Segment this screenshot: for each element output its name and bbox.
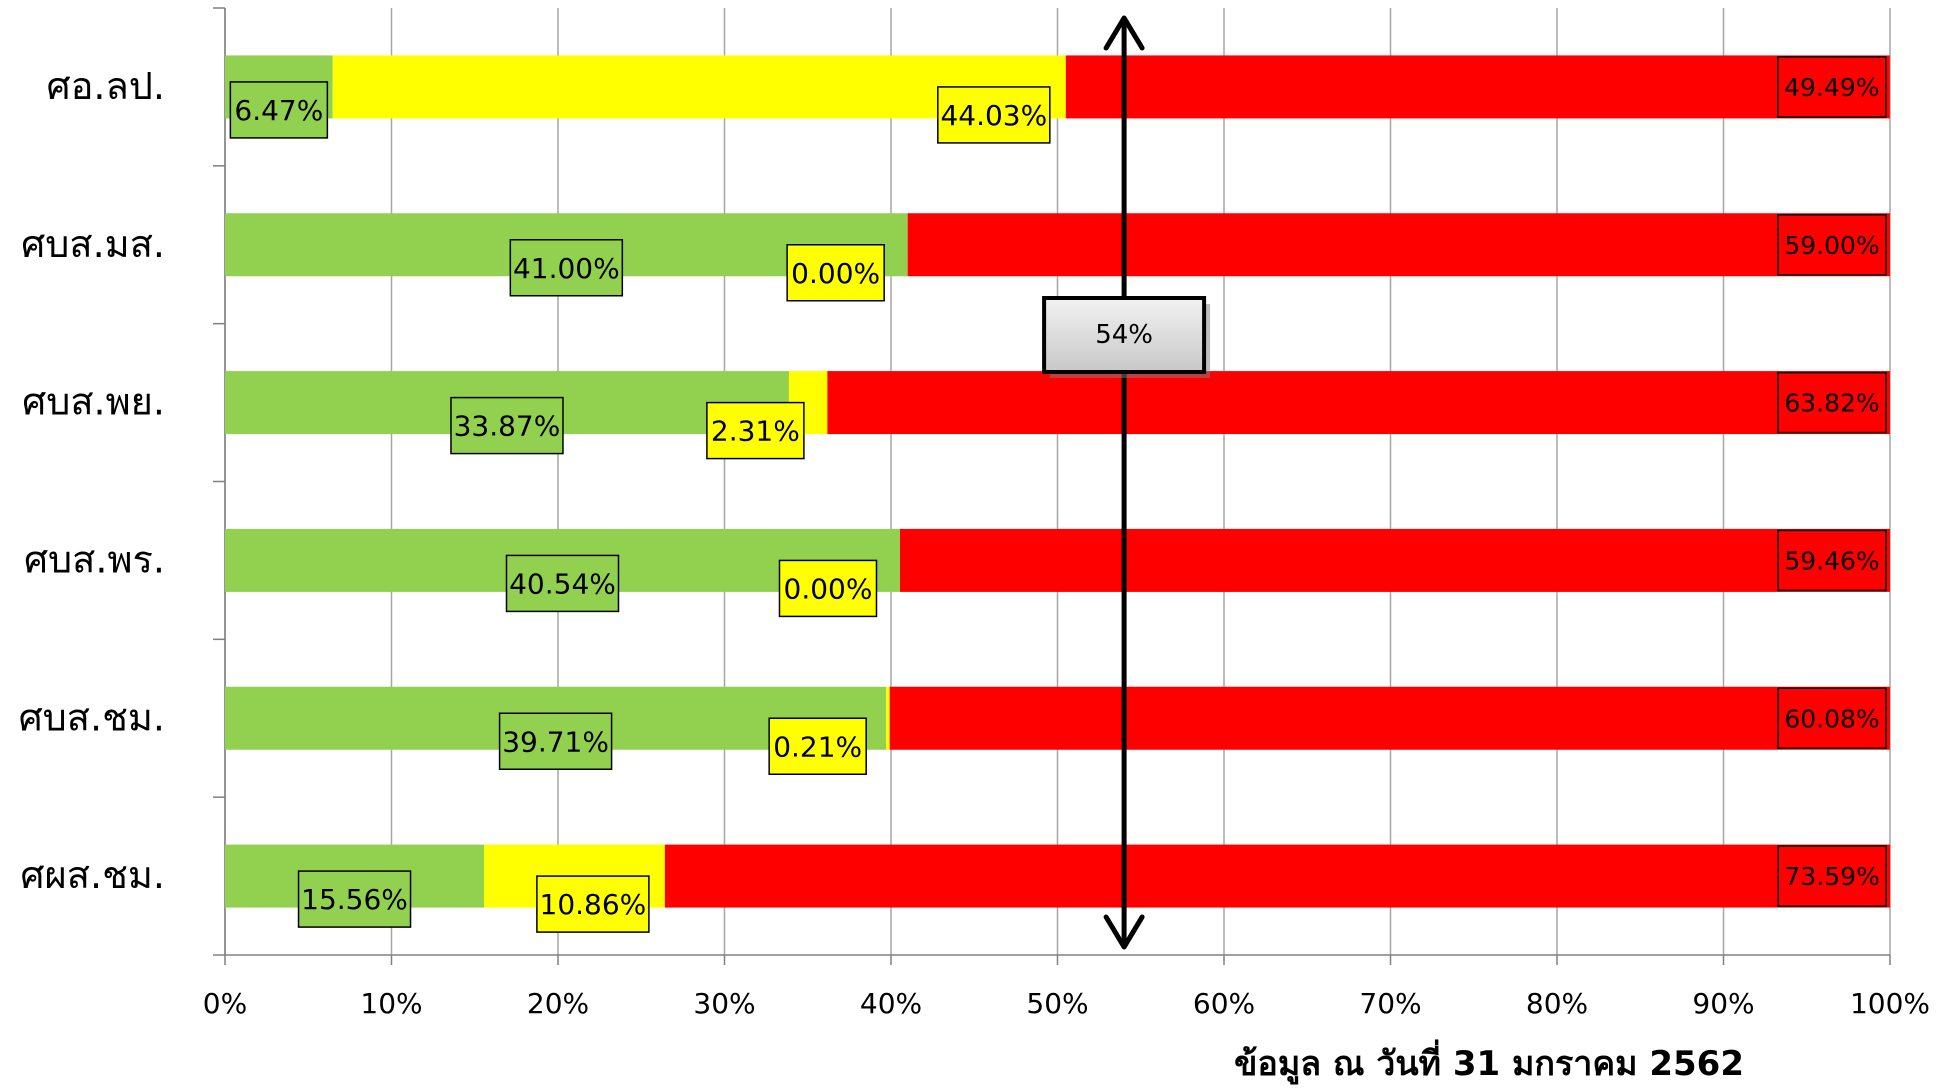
data-label-box	[450, 396, 564, 455]
data-label: 59.46%	[1784, 546, 1879, 575]
data-label: 40.54%	[509, 567, 616, 600]
bar-segment	[907, 213, 1890, 277]
x-tick-label: 70%	[1359, 987, 1421, 1020]
data-label-box	[1777, 214, 1887, 276]
x-tick-label: 0%	[203, 987, 247, 1020]
x-tick-label: 90%	[1692, 987, 1754, 1020]
data-label: 0.21%	[773, 730, 862, 763]
category-label: ศบส.มส.	[21, 222, 165, 266]
data-label: 6.47%	[234, 94, 323, 127]
data-label-box	[1777, 371, 1887, 434]
category-label: ศบส.พย.	[22, 380, 165, 424]
arrow-head-down	[1103, 914, 1145, 950]
data-label-box	[1777, 56, 1887, 118]
data-label: 59.00%	[1784, 231, 1879, 260]
category-label: ศอ.ลป.	[46, 64, 165, 108]
x-tick-label: 40%	[860, 987, 922, 1020]
data-label: 15.56%	[301, 883, 408, 916]
x-tick-label: 50%	[1026, 987, 1088, 1020]
bar-segment	[1065, 55, 1890, 119]
data-label: 0.00%	[791, 257, 880, 290]
x-tick-label: 30%	[693, 987, 755, 1020]
data-date-footnote: ข้อมูล ณ วันที่ 31 มกราคม 2562	[1234, 1044, 1744, 1084]
arrow-head-up	[1103, 15, 1145, 51]
data-label-box	[509, 239, 624, 297]
data-label: 63.82%	[1784, 389, 1879, 418]
data-label: 39.71%	[502, 725, 609, 758]
bar-segment	[827, 371, 1890, 435]
data-label: 60.08%	[1784, 704, 1879, 733]
data-label-box	[297, 870, 412, 928]
data-label: 44.03%	[940, 99, 1047, 132]
x-tick-label: 100%	[1850, 987, 1930, 1020]
data-label-box	[505, 554, 620, 613]
bar-segment	[899, 528, 1890, 592]
data-label-box	[536, 875, 650, 933]
category-label: ศบส.ชม.	[19, 695, 165, 739]
data-label-box	[786, 244, 885, 302]
x-tick-label: 20%	[527, 987, 589, 1020]
bar-segment	[664, 844, 1891, 908]
data-label-box	[768, 717, 867, 775]
data-label-box	[1777, 845, 1887, 907]
data-label: 2.31%	[711, 415, 800, 448]
x-tick-label: 80%	[1526, 987, 1588, 1020]
data-label: 73.59%	[1785, 862, 1880, 891]
bar-segment	[886, 686, 890, 750]
data-label-box	[706, 401, 805, 460]
data-label: 49.49%	[1784, 73, 1879, 102]
data-label-box	[498, 712, 613, 770]
x-tick-label: 60%	[1193, 987, 1255, 1020]
data-label: 10.86%	[540, 888, 647, 921]
reference-label: 54%	[1095, 320, 1153, 350]
data-label-box	[937, 86, 1051, 144]
data-label: 41.00%	[513, 252, 620, 285]
data-label: 0.00%	[784, 572, 873, 605]
data-label-box	[229, 81, 329, 139]
data-label-box	[1777, 529, 1887, 592]
category-label: ศบส.พร.	[24, 537, 165, 581]
data-label-box	[1777, 687, 1887, 749]
data-label: 33.87%	[454, 410, 561, 443]
category-label: ศผส.ชม.	[20, 853, 165, 897]
bar-segment	[889, 686, 1890, 750]
x-tick-label: 10%	[360, 987, 422, 1020]
data-label-box	[778, 559, 878, 618]
reference-box	[1042, 296, 1207, 374]
